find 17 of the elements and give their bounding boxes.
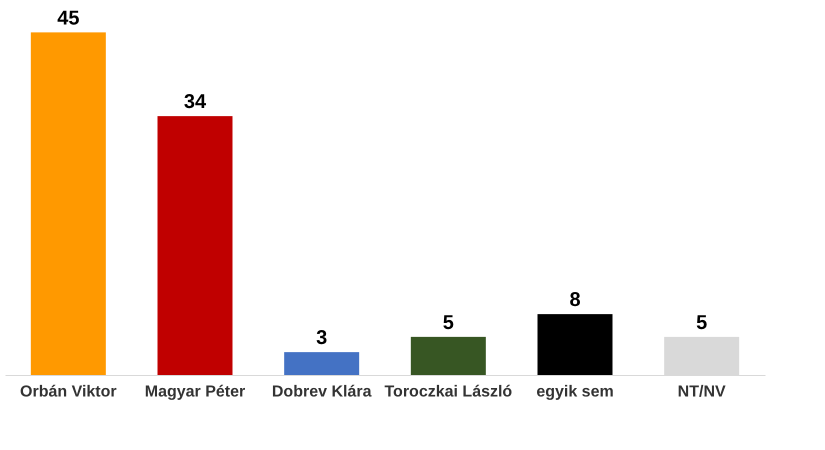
bar: [410, 336, 486, 375]
bar: [30, 32, 106, 375]
data-label: 45: [57, 7, 80, 30]
data-label: 5: [696, 312, 708, 334]
data-label: 5: [442, 312, 454, 334]
x-tick-label: egyik sem: [536, 384, 614, 400]
x-tick-label: Toroczkai László: [384, 384, 512, 400]
bar: [538, 314, 612, 375]
data-label: 34: [184, 91, 207, 114]
x-tick-label: NT/NV: [678, 384, 726, 400]
x-tick-label: Dobrev Klára: [272, 384, 372, 400]
bar: [284, 352, 360, 375]
bar: [158, 116, 232, 375]
data-label: 3: [316, 327, 328, 350]
data-label: 8: [569, 289, 581, 312]
x-tick-label: Orbán Viktor: [20, 384, 117, 400]
x-tick-label: Magyar Péter: [144, 384, 246, 400]
